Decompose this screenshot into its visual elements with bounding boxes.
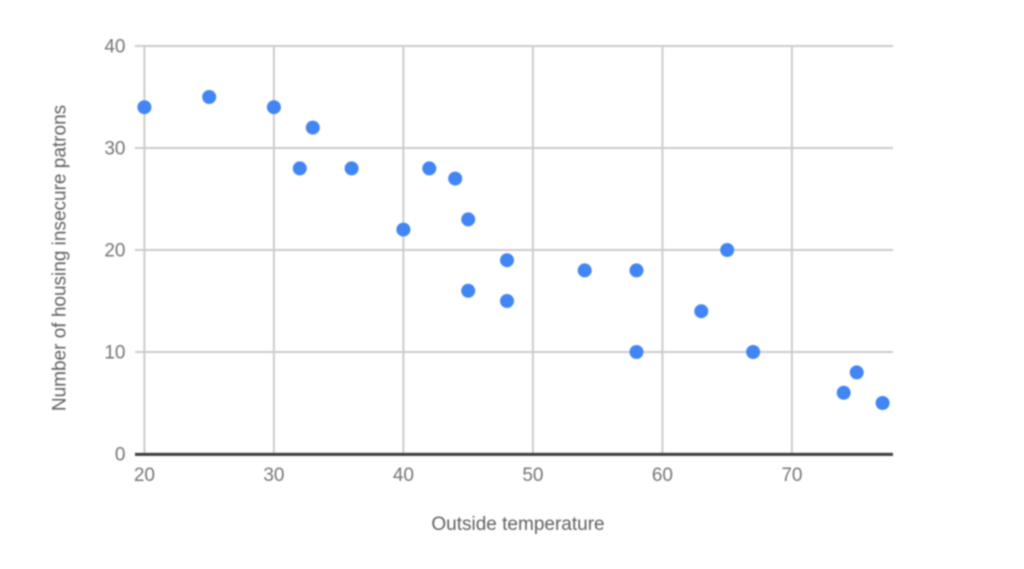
svg-text:30: 30 <box>104 139 125 160</box>
svg-text:10: 10 <box>104 343 125 364</box>
svg-text:20: 20 <box>104 241 125 262</box>
svg-text:30: 30 <box>263 465 284 486</box>
svg-text:70: 70 <box>781 465 802 486</box>
svg-text:50: 50 <box>522 465 543 486</box>
svg-text:20: 20 <box>134 465 155 486</box>
svg-text:40: 40 <box>393 465 414 486</box>
svg-text:Outside temperature: Outside temperature <box>431 514 604 535</box>
svg-text:0: 0 <box>115 445 126 466</box>
svg-text:40: 40 <box>104 37 125 58</box>
svg-text:60: 60 <box>652 465 673 486</box>
svg-text:Number of housing insecure pat: Number of housing insecure patrons <box>50 105 71 411</box>
